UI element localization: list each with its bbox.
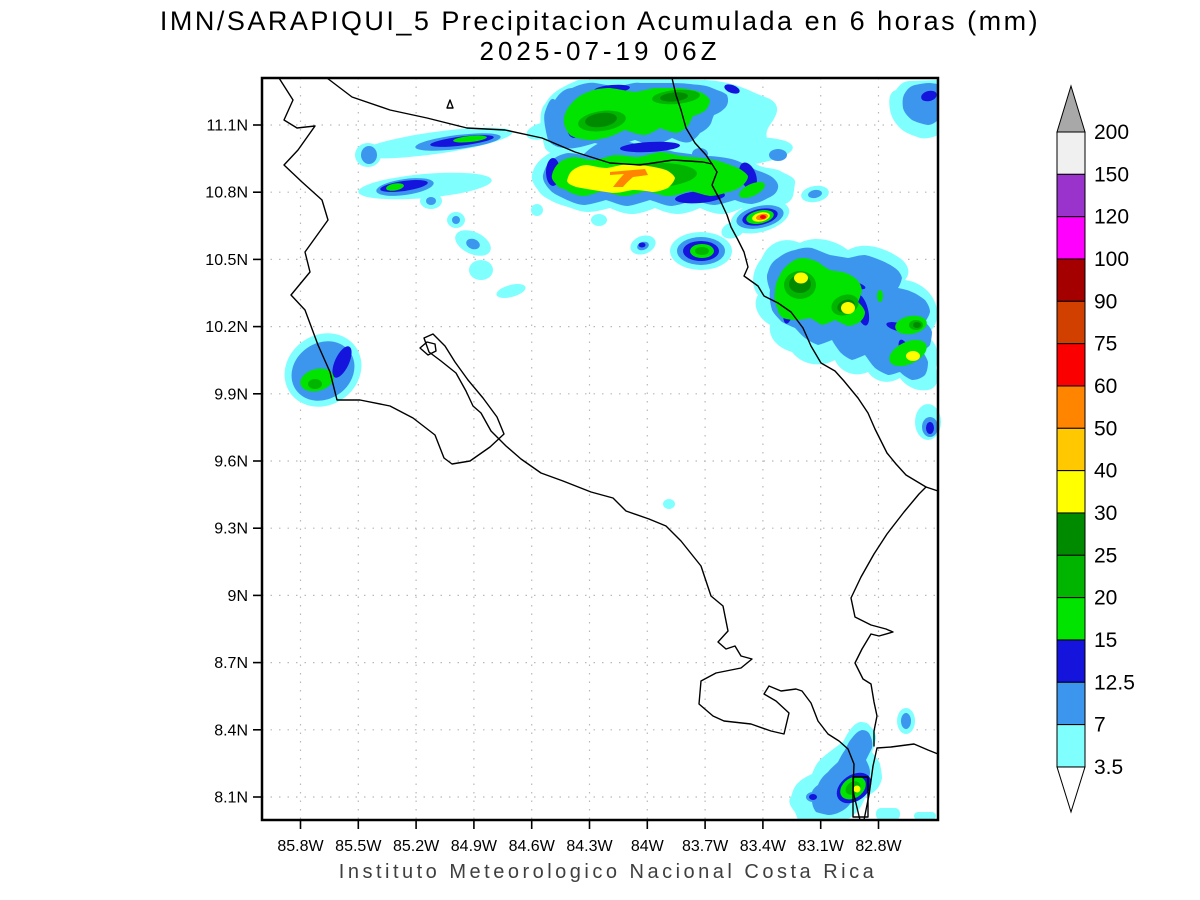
colorbar-cell <box>1056 639 1086 683</box>
lat-tick-label: 10.8N <box>205 185 248 202</box>
lon-tick-label: 83.7W <box>682 838 729 855</box>
colorbar-label: 3.5 <box>1094 756 1123 779</box>
colorbar-label: 50 <box>1094 417 1117 440</box>
lon-tick-label: 84W <box>631 838 665 855</box>
colorbar-label: 15 <box>1094 629 1117 652</box>
colorbar-label: 20 <box>1094 587 1117 610</box>
colorbar-label: 150 <box>1094 163 1129 186</box>
colorbar-arrow-bottom <box>1056 766 1086 814</box>
lon-tick-label: 83.1W <box>798 838 845 855</box>
lat-tick-label: 10.5N <box>205 252 248 269</box>
colorbar-legend: 200 150 120 100 90 75 60 50 40 30 25 20 15 12.5 7 3.5 <box>1056 84 1135 814</box>
colorbar-cell <box>1056 554 1086 599</box>
panama-pacific-coastline <box>863 743 939 821</box>
colorbar-label: 60 <box>1094 375 1117 398</box>
lat-tick-label: 9.9N <box>214 386 248 403</box>
colorbar-label: 40 <box>1094 460 1117 483</box>
footer-credit: Instituto Meteorologico Nacional Costa R… <box>339 861 877 883</box>
colorbar-cell <box>1056 216 1086 260</box>
lon-tick-label: 85.5W <box>335 838 382 855</box>
colorbar-cell <box>1056 131 1086 175</box>
colorbar-arrow-top <box>1056 84 1086 133</box>
map-frame <box>260 76 940 822</box>
colorbar-label: 200 <box>1094 121 1129 144</box>
page-title: IMN/SARAPIQUI_5 Precipitacion Acumulada … <box>160 6 1040 36</box>
colorbar-cell <box>1056 681 1086 726</box>
colorbar-label: 75 <box>1094 333 1117 356</box>
colorbar-cell <box>1056 300 1086 345</box>
lat-tick-label: 8.1N <box>214 790 248 807</box>
pacific-coastline <box>278 77 861 821</box>
nicaragua-caribbean-coastline <box>671 77 713 165</box>
colorbar-label: 12.5 <box>1094 671 1135 694</box>
colorbar-cell <box>1056 173 1086 218</box>
lat-tick-label: 11.1N <box>206 118 248 135</box>
colorbar-label: 120 <box>1094 206 1129 229</box>
lat-tick-label: 9.6N <box>214 454 248 471</box>
colorbar-label: 30 <box>1094 502 1117 525</box>
colorbar-cell <box>1056 385 1086 429</box>
colorbar-label: 7 <box>1094 714 1106 737</box>
lon-tick-label: 84.9W <box>451 838 498 855</box>
precipitation-field <box>284 79 941 820</box>
colorbar-cell <box>1056 512 1086 556</box>
lake-island-triangle <box>446 99 454 109</box>
caribbean-coastline <box>711 163 939 492</box>
colorbar-cell <box>1056 427 1086 472</box>
lat-tick-label: 8.7N <box>214 655 248 672</box>
lat-tick-label: 8.4N <box>214 722 248 739</box>
lon-tick-label: 85.8W <box>277 838 324 855</box>
lon-tick-label: 84.6W <box>509 838 556 855</box>
colorbar-cell <box>1056 597 1086 641</box>
nicaragua-border <box>326 77 713 166</box>
lat-tick-label: 10.2N <box>205 319 248 336</box>
panama-border <box>850 486 927 747</box>
page-subtitle: 2025-07-19 06Z <box>479 36 720 66</box>
chira-island <box>419 341 437 356</box>
coastlines-borders <box>278 77 939 821</box>
axis-ticks <box>253 124 880 829</box>
lon-tick-label: 82.8W <box>855 838 902 855</box>
lon-tick-label: 83.4W <box>740 838 787 855</box>
colorbar-label: 100 <box>1094 248 1129 271</box>
lat-tick-label: 9N <box>228 588 248 605</box>
axis-labels: 11.1N 10.8N 10.5N 10.2N 9.9N 9.6N 9.3N 9N 8.7N 8.… <box>205 118 902 856</box>
colorbar-cell <box>1056 470 1086 514</box>
colorbar-cell <box>1056 724 1086 768</box>
precip-level-60 <box>760 215 766 219</box>
lon-tick-label: 84.3W <box>566 838 613 855</box>
colorbar-cell <box>1056 258 1086 302</box>
basin-outline-box <box>852 776 869 818</box>
colorbar-cell <box>1056 343 1086 387</box>
lat-tick-label: 9.3N <box>214 521 248 538</box>
lon-tick-label: 85.2W <box>393 838 440 855</box>
colorbar-label: 25 <box>1094 544 1117 567</box>
colorbar-label: 90 <box>1094 290 1117 313</box>
